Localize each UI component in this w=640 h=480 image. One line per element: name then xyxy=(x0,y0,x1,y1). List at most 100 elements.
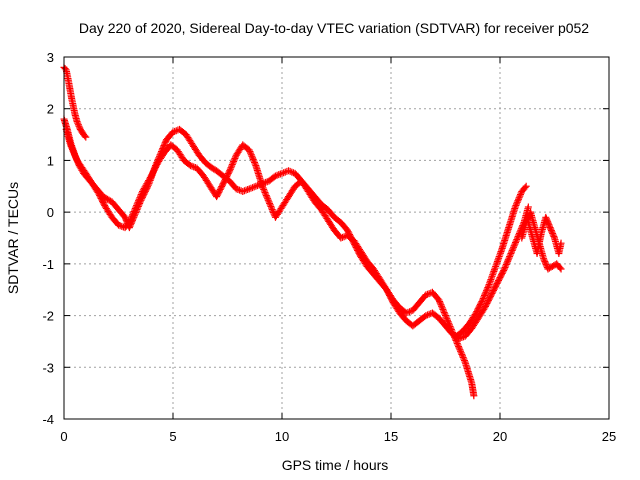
data-point xyxy=(541,258,549,266)
data-point xyxy=(424,311,432,319)
data-point xyxy=(550,233,558,241)
data-point xyxy=(240,187,248,195)
data-point xyxy=(229,159,237,167)
data-point xyxy=(500,266,508,274)
data-point xyxy=(507,250,515,258)
data-point xyxy=(131,205,139,213)
data-point xyxy=(436,298,444,306)
data-point xyxy=(67,142,75,150)
data-point xyxy=(242,186,250,194)
data-point xyxy=(186,162,194,170)
data-point xyxy=(513,200,521,208)
grid-lines xyxy=(64,57,609,419)
data-point xyxy=(264,195,272,203)
data-point xyxy=(137,191,145,199)
data-point xyxy=(457,347,465,355)
data-point xyxy=(421,313,429,321)
data-point xyxy=(500,265,508,273)
data-point xyxy=(557,265,565,273)
data-point xyxy=(547,227,555,235)
data-point xyxy=(228,162,236,170)
x-axis-label: GPS time / hours xyxy=(282,457,389,473)
data-point xyxy=(480,293,488,301)
data-point xyxy=(422,291,430,299)
data-point xyxy=(134,198,142,206)
data-point xyxy=(540,255,548,263)
series-points xyxy=(60,115,478,400)
data-point xyxy=(440,307,448,315)
data-point xyxy=(247,149,255,157)
data-point xyxy=(230,157,238,165)
data-point xyxy=(458,350,466,358)
data-point xyxy=(506,253,514,261)
x-tick-label: 20 xyxy=(493,429,507,444)
data-point xyxy=(129,211,137,219)
x-tick-label: 15 xyxy=(384,429,398,444)
data-point xyxy=(502,262,510,270)
data-point xyxy=(505,254,513,262)
chart-title: Day 220 of 2020, Sidereal Day-to-day VTE… xyxy=(79,20,589,36)
data-point xyxy=(263,178,271,186)
data-point xyxy=(484,284,492,292)
data-point xyxy=(443,316,451,324)
data-point xyxy=(478,297,486,305)
data-point xyxy=(285,167,293,175)
data-point xyxy=(436,299,444,307)
y-tick-label: 0 xyxy=(47,205,54,220)
data-point xyxy=(239,187,247,195)
data-point xyxy=(440,308,448,316)
data-point xyxy=(267,202,275,210)
data-point xyxy=(540,256,548,264)
data-point xyxy=(127,214,135,222)
data-point xyxy=(460,355,468,363)
series-points xyxy=(62,125,532,343)
y-tick-label: -4 xyxy=(42,412,54,427)
data-point xyxy=(542,213,550,221)
data-point xyxy=(275,171,283,179)
data-point xyxy=(247,184,255,192)
data-point xyxy=(171,127,179,135)
data-point xyxy=(544,218,552,226)
data-points xyxy=(60,63,565,400)
data-point xyxy=(549,231,557,239)
data-point xyxy=(441,310,449,318)
data-point xyxy=(543,216,551,224)
data-point xyxy=(482,287,490,295)
data-point xyxy=(131,206,139,214)
series-points xyxy=(524,213,565,258)
data-point xyxy=(135,195,143,203)
data-point xyxy=(61,65,69,73)
data-point xyxy=(456,346,464,354)
data-point xyxy=(70,149,78,157)
data-point xyxy=(542,215,550,223)
data-point xyxy=(266,201,274,209)
data-point xyxy=(508,246,516,254)
data-point xyxy=(264,196,272,204)
data-point xyxy=(510,243,518,251)
data-point xyxy=(512,201,520,209)
data-point xyxy=(280,169,288,177)
data-point xyxy=(514,197,522,205)
data-point xyxy=(479,296,487,304)
data-point xyxy=(288,168,296,176)
data-point xyxy=(245,146,253,154)
data-point xyxy=(67,141,75,149)
data-point xyxy=(281,168,289,176)
data-point xyxy=(548,228,556,236)
data-point xyxy=(509,245,517,253)
data-point xyxy=(225,168,233,176)
data-point xyxy=(190,163,198,171)
data-point xyxy=(459,353,467,361)
data-point xyxy=(547,225,555,233)
data-point xyxy=(460,357,468,365)
data-point xyxy=(470,392,478,400)
data-point xyxy=(249,154,257,162)
axis-ticks: 0 5 10 15 20 25 -4 -3 -2 -1 0 1 2 3 xyxy=(42,50,616,444)
data-point xyxy=(483,285,491,293)
data-point xyxy=(444,318,452,326)
data-point xyxy=(276,170,284,178)
y-tick-label: 1 xyxy=(47,153,54,168)
data-point xyxy=(248,152,256,160)
data-point xyxy=(72,155,80,163)
data-point xyxy=(226,165,234,173)
